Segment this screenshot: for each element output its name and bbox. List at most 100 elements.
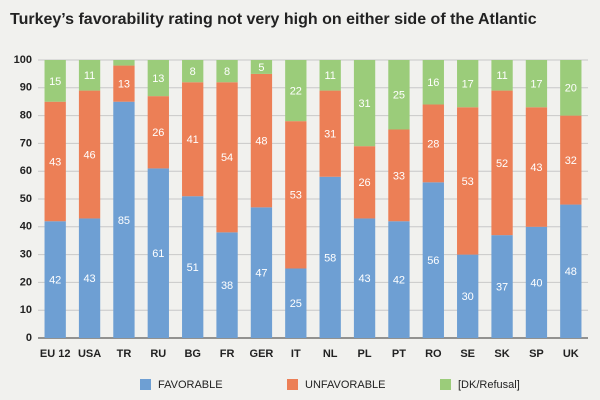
bar-segment [422,104,444,183]
bar-segment [491,60,513,91]
bar-segment [560,115,582,205]
y-tick-label: 80 [20,110,32,122]
value-label: 43 [49,156,61,168]
y-tick-label: 70 [20,137,32,149]
bar-segment [44,60,66,102]
x-tick-label: NL [323,348,338,360]
value-label: 47 [255,268,267,280]
value-label: 17 [530,79,542,91]
value-label: 8 [224,66,230,78]
x-tick-label: PT [392,348,406,360]
value-label: 42 [49,275,61,287]
bar-segment [113,101,135,338]
value-label: 37 [496,281,508,293]
value-label: 15 [49,76,61,88]
value-label: 20 [565,83,577,95]
legend-swatch [140,379,151,390]
value-label: 11 [324,70,335,82]
x-tick-label: IT [291,348,301,360]
value-label: 13 [118,79,130,91]
y-tick-label: 40 [20,221,32,233]
y-tick-label: 30 [20,249,32,261]
value-label: 26 [152,127,164,139]
value-label: 43 [358,273,370,285]
bar-segment [147,60,169,97]
value-label: 31 [324,129,336,141]
bar-segment [250,60,273,74]
value-label: 85 [118,215,130,227]
bar-segment [491,90,513,236]
value-label: 52 [496,158,508,170]
bar-segment [44,101,66,222]
bar-segment [250,207,273,338]
value-label: 41 [187,134,199,146]
value-label: 53 [462,176,474,188]
value-label: 48 [255,136,267,148]
bar-segment [182,196,204,338]
value-label: 43 [83,273,95,285]
bar-segment [147,168,169,338]
bar-segment [319,176,341,338]
y-tick-label: 50 [20,193,32,205]
bar-segment [422,182,444,338]
value-label: 48 [565,266,577,278]
value-label: 43 [530,162,542,174]
value-label: 13 [152,73,164,85]
y-tick-label: 0 [26,332,32,344]
bar-segment [422,60,444,105]
bar-segment [457,254,479,338]
value-label: 5 [258,62,264,74]
value-label: 11 [84,70,95,82]
value-label: 8 [190,66,196,78]
value-label: 42 [393,275,405,287]
bar-segment [457,60,479,108]
bar-segment [78,90,101,219]
value-label: 32 [565,155,577,167]
value-label: 53 [290,190,302,202]
bar-segment [285,121,307,269]
value-label: 22 [290,85,302,97]
value-label: 58 [324,252,336,264]
bar-segment [388,60,410,130]
x-tick-label: PL [358,348,372,360]
value-label: 26 [358,177,370,189]
value-label: 30 [462,291,474,303]
legend-swatch [440,379,451,390]
value-label: 61 [152,248,164,260]
x-tick-label: USA [78,348,101,360]
bar-segment [78,218,101,338]
x-tick-label: BG [184,348,201,360]
value-label: 54 [221,152,233,164]
value-label: 11 [496,70,507,82]
value-label: 51 [187,262,199,274]
bar-segment [525,107,548,227]
x-tick-label: SE [460,348,475,360]
value-label: 33 [393,170,405,182]
x-tick-label: RU [150,348,166,360]
bar-segment [353,146,376,219]
bar-segment [182,82,204,197]
bar-segment [250,73,273,208]
x-tick-label: SK [494,348,509,360]
bar-segment [78,60,101,91]
bar-segment [457,107,479,255]
x-tick-label: EU 12 [40,348,71,360]
x-tick-label: UK [563,348,579,360]
value-label: 38 [221,280,233,292]
bar-segment [560,204,582,338]
value-label: 46 [83,149,95,161]
bar-segment [182,60,204,83]
value-label: 28 [427,138,439,150]
bar-segment [525,226,548,338]
bar-segment [491,235,513,338]
value-label: 25 [393,90,405,102]
bar-segment [147,96,169,169]
legend-label: FAVORABLE [158,379,223,391]
value-label: 17 [462,79,474,91]
legend-label: [DK/Refusal] [458,379,520,391]
bar-segment [560,60,582,116]
bar-segment [319,60,341,91]
bar-segment [319,90,341,177]
bar-segment [525,60,548,108]
